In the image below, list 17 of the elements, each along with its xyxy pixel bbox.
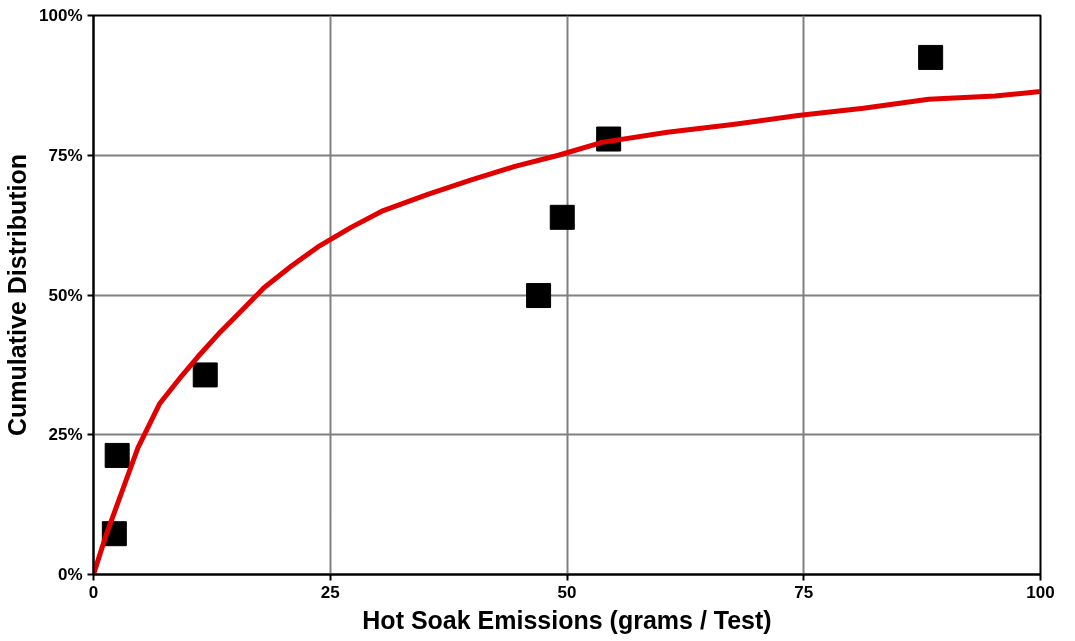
y-tick-label: 50% <box>48 285 83 305</box>
point <box>192 362 218 388</box>
x-tick-label: 0 <box>88 582 99 602</box>
y-tick-label: 75% <box>48 145 83 165</box>
x-tick-label: 100 <box>1026 582 1055 602</box>
point <box>526 283 552 309</box>
point <box>918 44 944 70</box>
y-tick-label: 25% <box>48 425 83 445</box>
x-axis-title: Hot Soak Emissions (grams / Test) <box>362 605 772 634</box>
point <box>549 204 575 230</box>
y-tick-label: 0% <box>57 565 83 584</box>
y-axis-title: Cumulative Distribution <box>3 154 32 436</box>
y-tick-label: 100% <box>39 6 83 25</box>
x-tick-label: 75 <box>794 582 814 602</box>
x-tick-label: 25 <box>320 582 340 602</box>
x-tick-label: 50 <box>557 582 577 602</box>
point <box>104 442 130 468</box>
